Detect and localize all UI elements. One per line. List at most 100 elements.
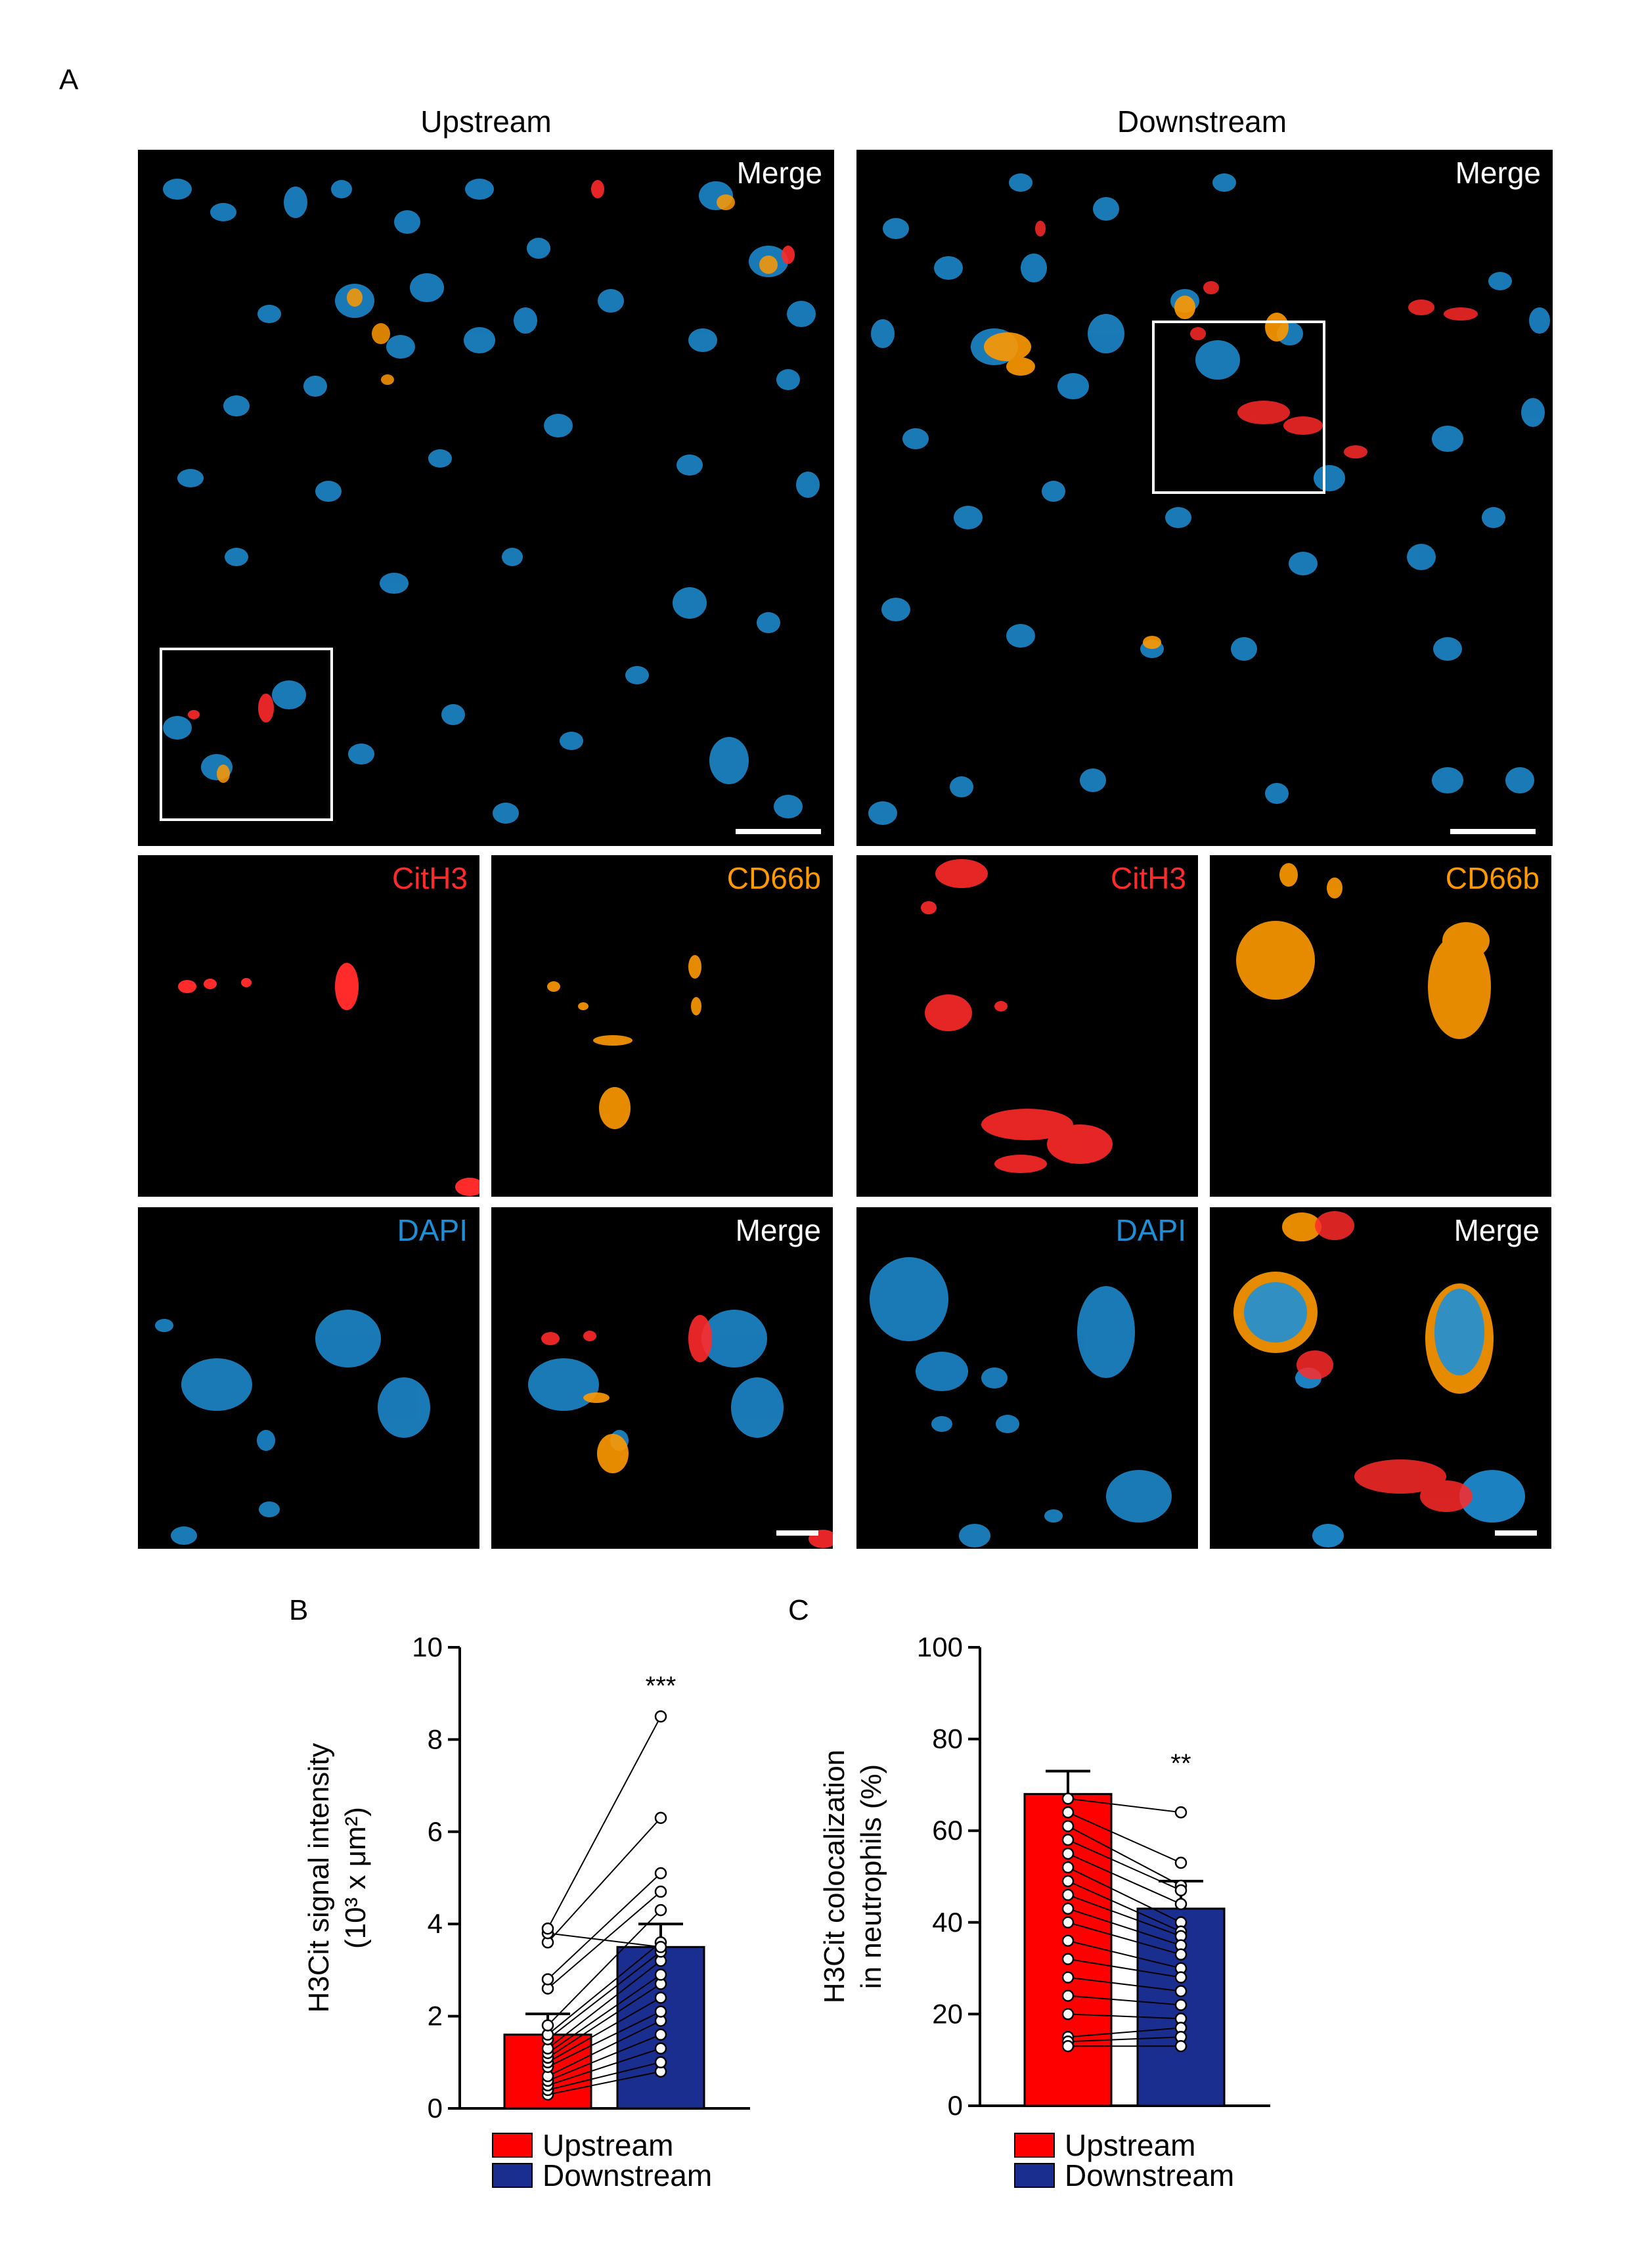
chart-b-point-downstream (654, 1991, 667, 2004)
downstream-column-title: Downstream (1117, 104, 1287, 139)
chart-b: 0 2 4 6 8 10 H3Cit signal intensity (10³ x μm²)… (303, 1632, 750, 2192)
chart-c-pair-line (1067, 1907, 1182, 1946)
chart-b-significance: *** (646, 1672, 677, 1701)
upstream-column-title: Upstream (420, 104, 552, 139)
chart-c-point-upstream (1061, 1806, 1075, 1819)
chart-c-tick-label: 80 (932, 1723, 963, 1754)
downstream-cd66b-image: CD66b (1210, 855, 1551, 1197)
chart-c-point-downstream (1174, 1948, 1187, 1961)
chart-c-point-upstream (1061, 1971, 1075, 1984)
chart-c-legend-label-upstream: Upstream (1065, 2128, 1195, 2162)
upstream-zoom-merge-label: Merge (735, 1213, 821, 1247)
chart-c-point-downstream (1174, 1898, 1187, 1911)
chart-c-pair-line (1067, 1798, 1182, 1813)
chart-c-point-upstream (1061, 2040, 1075, 2053)
downstream-zoom-scale-bar (1495, 1530, 1537, 1536)
chart-c-pair-line (1067, 2027, 1182, 2038)
chart-c-point-downstream (1174, 2040, 1187, 2053)
chart-b-point-downstream (654, 1968, 667, 1981)
chart-b-legend-label-upstream: Upstream (543, 2128, 673, 2162)
chart-b-point-upstream (541, 1922, 554, 1935)
chart-b-pair-line (547, 2061, 661, 2091)
downstream-scale-bar (1450, 829, 1536, 834)
upstream-dapi-label: DAPI (397, 1213, 468, 1247)
upstream-cd66b-image: CD66b (491, 855, 833, 1197)
chart-b-point-downstream (654, 2005, 667, 2018)
chart-b-point-upstream (541, 2019, 554, 2032)
chart-c-pair-line (1067, 1921, 1182, 1955)
upstream-dapi-image: DAPI (138, 1207, 479, 1549)
chart-c-point-downstream (1174, 1884, 1187, 1897)
downstream-merge-label: Merge (1455, 156, 1541, 190)
chart-c-point-upstream (1061, 1792, 1075, 1805)
chart-b-ylabel-line1: H3Cit signal intensity (303, 1743, 335, 2013)
chart-c-point-downstream (1174, 1856, 1187, 1869)
panel-c-letter: C (788, 1594, 809, 1626)
chart-b-pair-line (547, 2020, 661, 2077)
upstream-zoom-merge-signal (528, 1310, 833, 1548)
chart-b-tick-label: 4 (428, 1908, 443, 1939)
chart-b-point-downstream (654, 1710, 667, 1723)
chart-c-tick-label: 60 (932, 1815, 963, 1846)
chart-b-pair-line (547, 1873, 661, 1980)
chart-c-tick-label: 40 (932, 1907, 963, 1938)
chart-b-legend-swatch-upstream (492, 2133, 533, 2158)
chart-c-point-downstream (1174, 1999, 1187, 2011)
chart-c-tick-label: 20 (932, 1998, 963, 2029)
chart-c-point-upstream (1061, 1916, 1075, 1929)
chart-c-ylabel-line1: H3Cit colocalization (818, 1750, 851, 2003)
downstream-dapi-image: DAPI (856, 1207, 1198, 1549)
upstream-cith3-image: CitH3 (138, 855, 479, 1197)
chart-b-point-downstream (654, 1903, 667, 1917)
chart-b-pair-line (547, 1932, 661, 1948)
chart-c-point-upstream (1061, 1888, 1075, 1901)
upstream-scale-bar (736, 829, 821, 834)
downstream-dapi-signal (870, 1257, 1172, 1547)
chart-b-point-downstream (654, 2028, 667, 2041)
chart-b-point-downstream (654, 2042, 667, 2055)
chart-c-pair-line (1067, 2013, 1182, 2020)
chart-b-point-downstream (654, 2056, 667, 2069)
chart-b-pair-line (547, 2047, 661, 2086)
chart-c-pair-line (1067, 1825, 1182, 1886)
panel-a-letter: A (59, 64, 79, 96)
downstream-cd66b-label: CD66b (1445, 861, 1540, 895)
upstream-merge-label: Merge (736, 156, 822, 190)
chart-b-pair-line (547, 1909, 661, 2026)
chart-b-pair-line (547, 1716, 661, 1929)
chart-c-point-upstream (1061, 1847, 1075, 1860)
chart-b-tick-label: 10 (412, 1632, 443, 1662)
upstream-zoom-merge-image: Merge (491, 1207, 833, 1549)
chart-b-pair-line (547, 2034, 661, 2081)
chart-c-pair-line (1067, 1812, 1182, 1863)
chart-c-tick-label: 100 (917, 1632, 963, 1662)
downstream-cd66b-signal (1236, 863, 1491, 1039)
panel-b-letter: B (289, 1594, 309, 1626)
chart-c-point-upstream (1061, 1819, 1075, 1833)
chart-b-pair-line (547, 2070, 661, 2095)
downstream-cith3-signal (921, 859, 1113, 1173)
chart-c: 0 20 40 60 80 100 H3Cit colocalization in neutr… (818, 1632, 1270, 2192)
upstream-cith3-label: CitH3 (391, 861, 468, 895)
chart-c-pair-line (1067, 1894, 1182, 1937)
upstream-cd66b-signal (547, 955, 701, 1129)
downstream-merge-cells (868, 173, 1550, 825)
chart-b-point-downstream (654, 1885, 667, 1898)
upstream-cith3-signal (178, 963, 479, 1196)
chart-b-tick-label: 2 (428, 2001, 443, 2032)
chart-b-pair-line (547, 2011, 661, 2068)
chart-b-pair-line (547, 1974, 661, 2054)
downstream-zoom-merge-signal (1233, 1211, 1525, 1547)
chart-c-point-upstream (1061, 1934, 1075, 1947)
chart-b-pair-line (547, 1817, 661, 1943)
chart-c-point-upstream (1061, 1953, 1075, 1965)
upstream-merge-cells (160, 179, 820, 824)
upstream-dapi-signal (155, 1310, 430, 1545)
chart-c-tick-label: 0 (948, 2090, 963, 2121)
chart-b-pair-line (547, 1960, 661, 2049)
chart-c-legend-label-downstream: Downstream (1065, 2158, 1234, 2192)
downstream-dapi-label: DAPI (1115, 1213, 1186, 1247)
downstream-zoom-merge-image: Merge (1210, 1207, 1551, 1549)
